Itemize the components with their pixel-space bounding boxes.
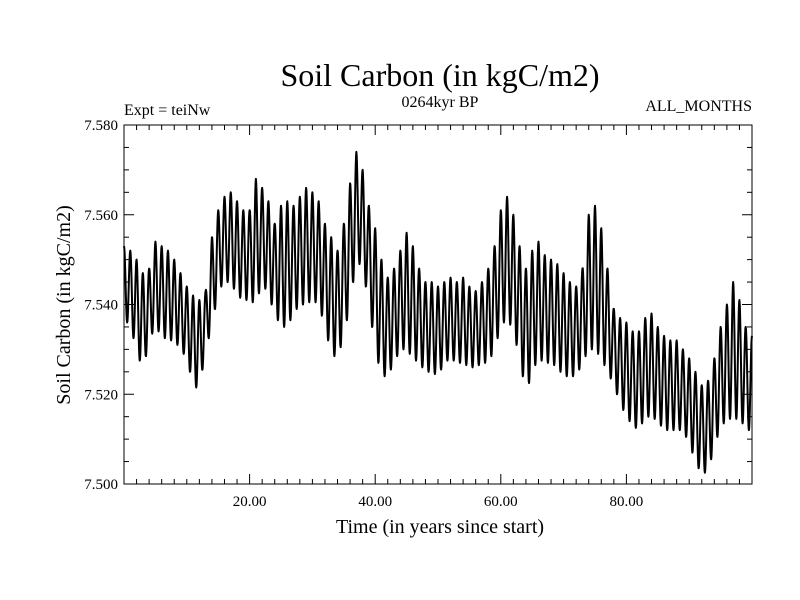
chart-subtitle: 0264kyr BP <box>402 94 479 111</box>
months-label: ALL_MONTHS <box>645 98 752 115</box>
x-axis-label: Time (in years since start) <box>336 516 544 538</box>
x-tick-label: 20.00 <box>233 494 267 510</box>
experiment-label: Expt = teiNw <box>124 102 211 119</box>
y-tick-label: 7.560 <box>84 208 118 224</box>
x-tick-label: 80.00 <box>610 494 644 510</box>
y-axis: 7.500 7.520 7.540 7.560 7.580 <box>84 118 752 493</box>
x-tick-label: 60.00 <box>484 494 518 510</box>
y-tick-label: 7.500 <box>84 477 118 493</box>
y-tick-label: 7.580 <box>84 118 118 134</box>
y-axis-label: Soil Carbon (in kgC/m2) <box>53 205 75 404</box>
y-tick-label: 7.520 <box>84 387 118 403</box>
y-tick-label: 7.540 <box>84 298 118 314</box>
x-tick-label: 40.00 <box>358 494 392 510</box>
soil-carbon-series-line <box>123 150 753 474</box>
chart-title: Soil Carbon (in kgC/m2) <box>280 57 599 93</box>
x-axis: 20.00 40.00 60.00 80.00 <box>136 125 740 510</box>
